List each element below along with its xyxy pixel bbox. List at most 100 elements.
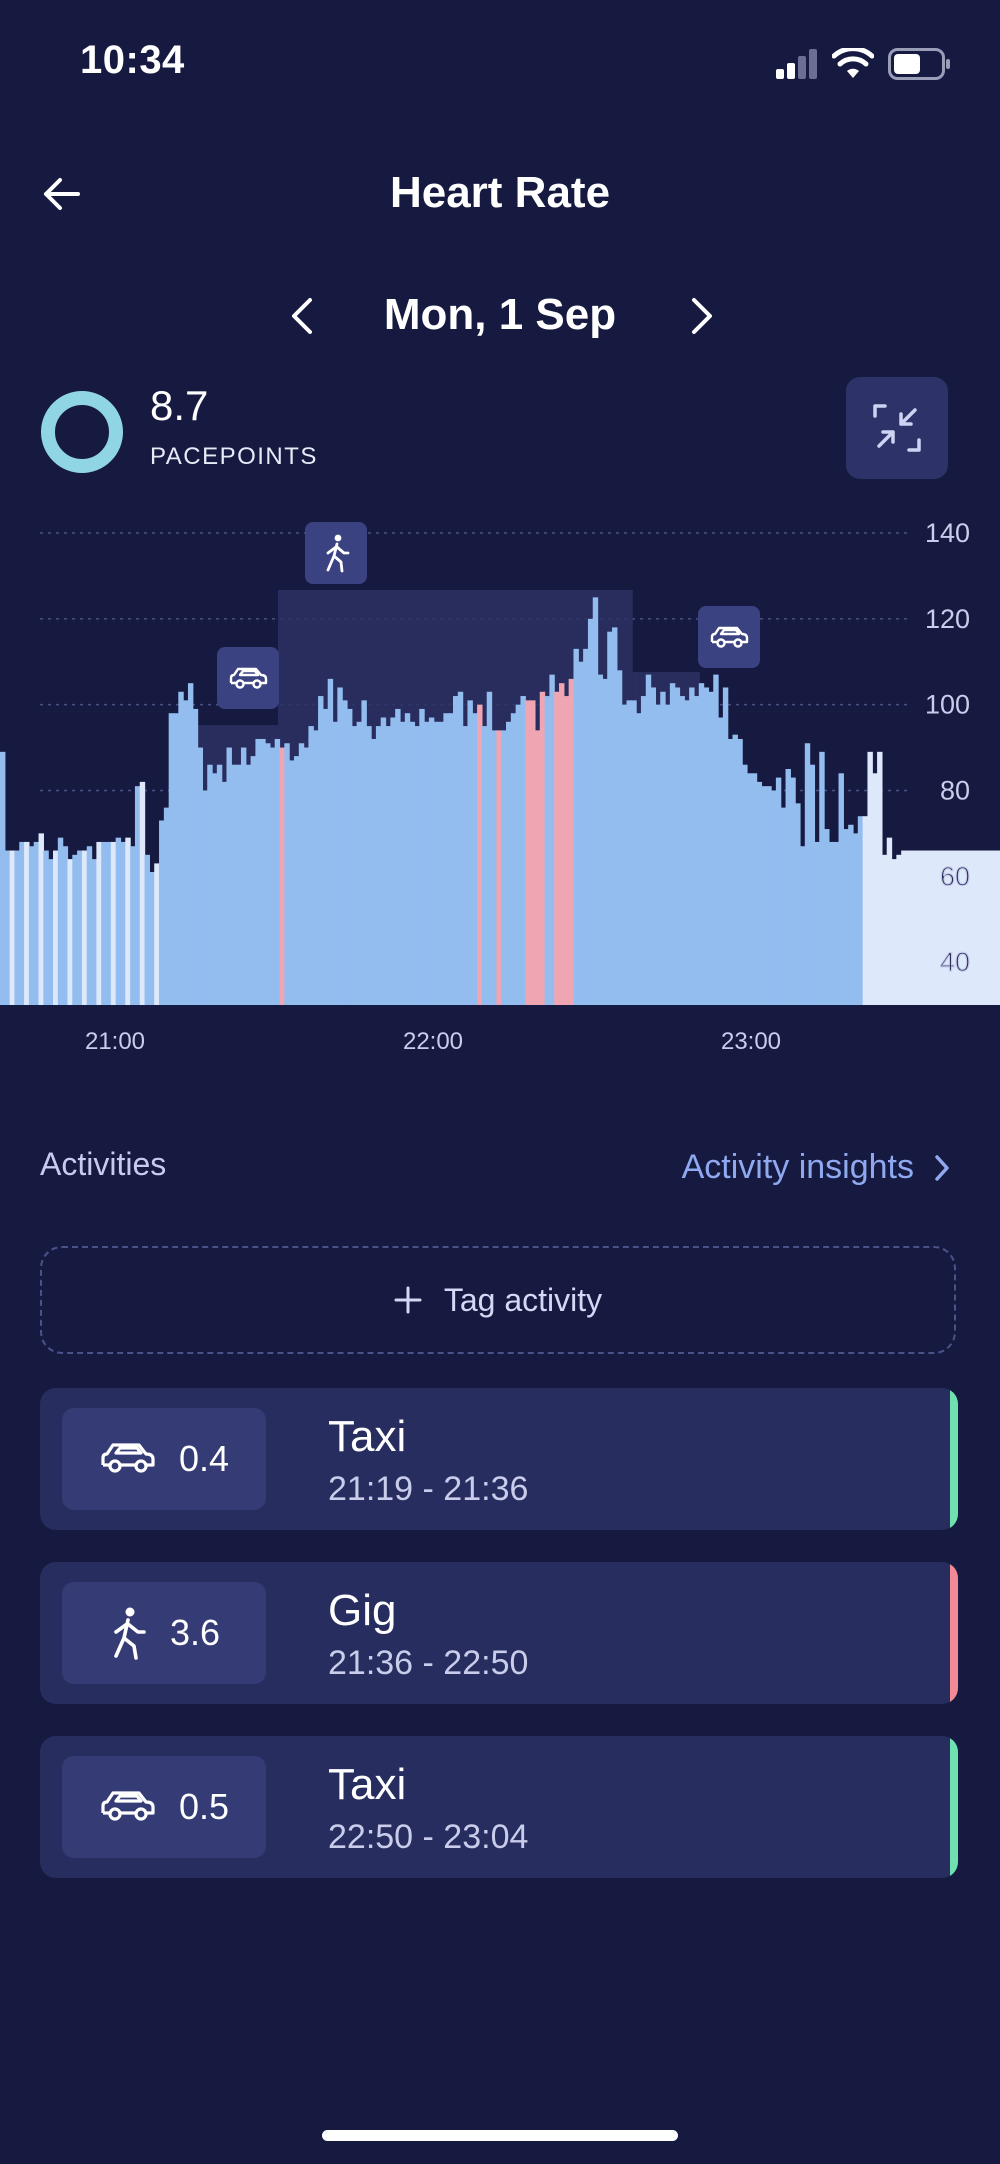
hr-bar xyxy=(399,721,406,1005)
hr-bar xyxy=(631,700,637,1005)
hr-bar xyxy=(775,777,782,1005)
next-day-button[interactable] xyxy=(682,292,722,340)
hr-bar xyxy=(120,841,126,1005)
activity-time-range: 21:19 - 21:36 xyxy=(328,1470,529,1508)
hr-bar xyxy=(453,696,459,1005)
hr-bar xyxy=(756,781,763,1005)
hr-bar xyxy=(771,790,777,1005)
activity-name: Taxi xyxy=(328,1412,407,1461)
hr-bar xyxy=(578,661,584,1005)
hr-bar xyxy=(626,700,632,1005)
hr-bar xyxy=(722,687,729,1005)
hr-bar xyxy=(361,700,367,1005)
activity-card[interactable]: 3.6 Gig 21:36 - 22:50 xyxy=(40,1562,958,1704)
previous-day-button[interactable] xyxy=(282,292,322,340)
hr-bar xyxy=(4,850,11,1005)
elevated-hr-bar xyxy=(477,704,483,1005)
hr-bar xyxy=(134,786,141,1005)
hr-bar xyxy=(612,627,618,1005)
hr-bar xyxy=(303,747,310,1005)
elevated-hr-bar xyxy=(568,678,575,1005)
x-tick-label: 22:00 xyxy=(402,1028,464,1055)
hr-bar xyxy=(742,764,748,1005)
activity-insights-link[interactable]: Activity insights xyxy=(682,1148,952,1187)
tag-activity-label: Tag activity xyxy=(443,1281,603,1318)
activity-score: 0.4 xyxy=(178,1438,230,1479)
hr-bar xyxy=(669,683,676,1005)
hr-bar xyxy=(231,764,237,1005)
activity-card[interactable]: 0.5 Taxi 22:50 - 23:04 xyxy=(40,1736,958,1878)
x-tick-label: 21:00 xyxy=(84,1028,146,1055)
hr-bar xyxy=(178,691,184,1005)
hr-bar xyxy=(139,781,146,1005)
hr-bar xyxy=(665,704,671,1005)
car-icon[interactable] xyxy=(698,606,760,668)
hr-bar xyxy=(833,841,840,1005)
hr-bar xyxy=(438,721,444,1005)
activity-card[interactable]: 0.4 Taxi 21:19 - 21:36 xyxy=(40,1388,958,1530)
walking-icon xyxy=(114,1607,146,1660)
hr-bar xyxy=(327,678,334,1005)
chevron-right-icon xyxy=(692,298,712,334)
hr-bar xyxy=(240,747,247,1005)
hr-bar xyxy=(660,691,666,1005)
y-tick-label: 40 xyxy=(940,947,970,977)
hr-bar xyxy=(318,696,324,1005)
hr-bar xyxy=(187,683,194,1005)
hr-bar xyxy=(149,871,155,1005)
hr-bar xyxy=(168,713,175,1005)
hr-bar xyxy=(785,769,791,1005)
hr-bar xyxy=(506,721,512,1005)
collapse-chart-button[interactable] xyxy=(846,377,948,479)
signal-icon xyxy=(776,49,817,79)
heart-rate-chart[interactable]: 140 120 100 80 60 40 xyxy=(0,500,1000,1060)
pacepoints-ring-icon xyxy=(41,391,123,473)
hr-bar xyxy=(650,687,657,1005)
hr-bar xyxy=(708,691,714,1005)
hr-bar xyxy=(689,687,695,1005)
hr-bar xyxy=(486,691,493,1005)
hr-bar xyxy=(269,747,276,1005)
hr-bar xyxy=(221,781,228,1005)
hr-bar xyxy=(322,708,329,1005)
hr-bar xyxy=(713,674,719,1005)
home-indicator[interactable] xyxy=(322,2130,678,2141)
hr-bar xyxy=(115,837,122,1005)
back-button[interactable] xyxy=(38,170,86,218)
hr-bar xyxy=(838,773,844,1005)
car-icon[interactable] xyxy=(217,647,279,709)
hr-bar xyxy=(313,730,319,1005)
walking-icon[interactable] xyxy=(305,522,367,584)
hr-bar xyxy=(761,786,767,1005)
hr-bar xyxy=(896,854,902,1005)
hr-bar xyxy=(414,726,420,1005)
battery-icon xyxy=(888,48,950,80)
hr-bar xyxy=(154,863,160,1005)
hr-bar xyxy=(655,704,661,1005)
hr-bar xyxy=(265,743,271,1005)
hr-bar xyxy=(448,713,454,1005)
hr-bar xyxy=(260,738,266,1005)
hr-bar xyxy=(351,726,358,1005)
hr-bar xyxy=(356,721,363,1005)
plus-icon xyxy=(394,1286,422,1314)
hr-bar xyxy=(163,807,170,1005)
status-time: 10:34 xyxy=(80,38,185,82)
hr-bar xyxy=(14,850,20,1005)
hr-bar xyxy=(43,850,49,1005)
hr-bar xyxy=(390,717,396,1005)
hr-bar xyxy=(843,829,849,1005)
hr-bar xyxy=(346,708,353,1005)
hr-bar xyxy=(236,764,242,1005)
hr-bar xyxy=(857,816,864,1005)
hr-bar xyxy=(28,846,35,1005)
hr-bar xyxy=(366,726,372,1005)
tag-activity-button[interactable]: Tag activity xyxy=(40,1246,956,1354)
activity-insights-label: Activity insights xyxy=(681,1148,914,1186)
hr-bar xyxy=(274,738,281,1005)
hr-bar xyxy=(443,713,449,1005)
hr-bar xyxy=(645,674,652,1005)
activity-score: 0.5 xyxy=(178,1786,230,1827)
hr-bar xyxy=(862,816,869,1005)
hr-bar xyxy=(636,713,642,1005)
